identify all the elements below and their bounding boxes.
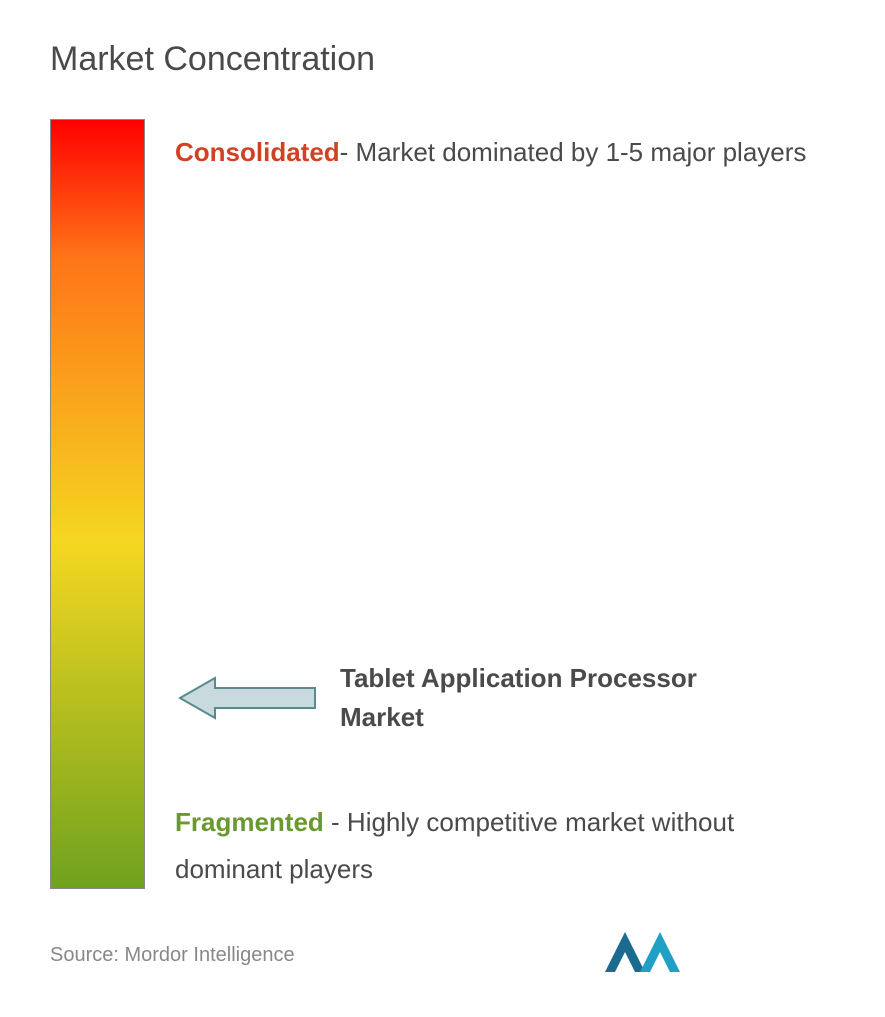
fragmented-block: Fragmented - Highly competitive market w…	[175, 799, 815, 893]
market-position-marker: Tablet Application Processor Market	[175, 659, 750, 737]
descriptions-column: Consolidated- Market dominated by 1-5 ma…	[175, 119, 835, 889]
market-name-label: Tablet Application Processor Market	[340, 659, 750, 737]
source-attribution: Source: Mordor Intelligence	[50, 944, 295, 967]
consolidated-block: Consolidated- Market dominated by 1-5 ma…	[175, 129, 815, 176]
consolidated-label: Consolidated	[175, 137, 340, 167]
brand-logo-icon	[595, 922, 715, 987]
consolidated-description: - Market dominated by 1-5 major players	[340, 137, 807, 167]
arrow-left-icon	[175, 673, 320, 723]
content-area: Consolidated- Market dominated by 1-5 ma…	[50, 119, 835, 889]
concentration-gradient-bar	[50, 119, 145, 889]
fragmented-label: Fragmented	[175, 807, 324, 837]
page-title: Market Concentration	[50, 40, 835, 79]
